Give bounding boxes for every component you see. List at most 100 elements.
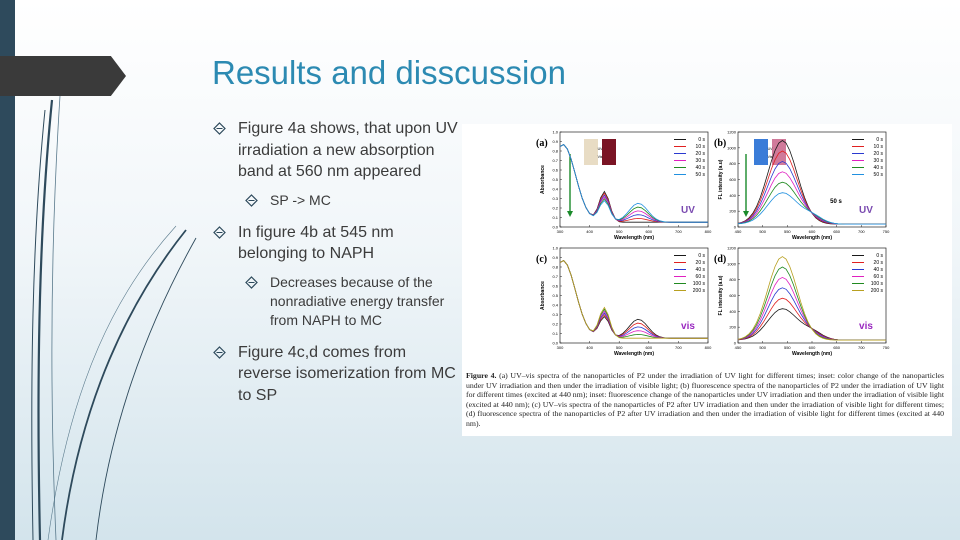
panel-b-y-tick-label: 200 (729, 209, 736, 214)
decorative-lines (31, 95, 197, 540)
panel-c-legend-entry: 100 s (693, 281, 706, 287)
figure-caption: Figure 4. (a) UV–vis spectra of the nano… (466, 371, 944, 428)
caption-label: Figure 4. (466, 371, 497, 380)
panel-c-x-tick-label: 300 (557, 345, 564, 350)
panel-c-legend-entry: 0 s (698, 253, 705, 259)
panel-b-inset-vial-1 (754, 139, 768, 165)
sub-bullet-text: SP -> MC (270, 191, 331, 208)
panel-c-series-line (559, 259, 708, 339)
bullet-1: Figure 4a shows, that upon UV irradiatio… (213, 118, 458, 183)
panel-a-x-tick-label: 600 (645, 229, 652, 234)
panel-d-legend-entry: 40 s (874, 267, 884, 273)
panel-d-y-tick-label: 400 (729, 309, 736, 314)
panel-b-y-axis-label: FL intensity (a.u) (718, 159, 724, 199)
panel-d-y-tick-label: 800 (729, 277, 736, 282)
panel-a-y-tick-label: 0.1 (552, 215, 558, 220)
panel-b-y-tick-label: 0 (734, 225, 737, 230)
diamond-bullet-icon (213, 345, 226, 359)
panel-d-y-tick-label: 600 (729, 293, 736, 298)
diamond-bullet-icon (213, 225, 226, 239)
panel-a-y-tick-label: 0.3 (552, 196, 558, 201)
panel-b-y-tick-label: 400 (729, 193, 736, 198)
panel-a-legend-entry: 20 s (696, 151, 706, 157)
panel-a-y-tick-label: 1.0 (552, 130, 558, 135)
panel-b-legend-entry: 50 s (874, 172, 884, 178)
panel-b-annotation: UV (859, 205, 873, 216)
panel-c-x-axis-label: Wavelength (nm) (614, 351, 654, 357)
panel-c-label: (c) (536, 254, 547, 265)
panel-a-y-tick-label: 0.5 (552, 177, 558, 182)
panel-c-y-tick-label: 0.4 (552, 303, 558, 308)
panel-b-y-tick-label: 800 (729, 161, 736, 166)
panel-c-y-tick-label: 0.7 (552, 274, 558, 279)
panel-c-y-tick-label: 0.2 (552, 322, 558, 327)
panel-a-arrow-head (567, 211, 573, 217)
panel-b-y-tick-label: 600 (729, 177, 736, 182)
panel-c-y-tick-label: 0.5 (552, 293, 558, 298)
panel-c-y-tick-label: 0.6 (552, 284, 558, 289)
panel-d-y-tick-label: 1000 (727, 261, 737, 266)
panel-b-legend-entry: 30 s (874, 158, 884, 164)
panel-c-y-axis-label: Absorbance (540, 281, 546, 310)
title-marker-tab (0, 56, 126, 96)
bullet-text: In figure 4b at 545 nm belonging to NAPH (238, 223, 394, 263)
panel-a-x-tick-label: 800 (705, 229, 712, 234)
panel-d-x-tick-label: 700 (858, 345, 865, 350)
panel-d-x-tick-label: 500 (759, 345, 766, 350)
left-accent-bar (0, 0, 15, 540)
panel-b-x-tick-label: 600 (809, 229, 816, 234)
panel-d-y-tick-label: 0 (734, 341, 737, 346)
panel-b-x-axis-label: Wavelength (nm) (792, 235, 832, 241)
panel-d-legend-entry: 100 s (871, 281, 884, 287)
panel-a-legend-entry: 30 s (696, 158, 706, 164)
panel-c-x-tick-label: 400 (586, 345, 593, 350)
panel-c-x-tick-label: 600 (645, 345, 652, 350)
panel-c-x-tick-label: 800 (705, 345, 712, 350)
panel-b-inset-label-2: Vis (768, 155, 773, 159)
panel-b-x-tick-label: 450 (735, 229, 742, 234)
panel-d-legend-entry: 60 s (874, 274, 884, 280)
figure-panel: (a) 300 400 500 600 700 800 0.0 0.1 0.2 0.3 0.4 0.5 0… (462, 124, 952, 436)
panel-d-legend-entry: 0 s (876, 253, 883, 259)
panel-a-x-tick-label: 500 (616, 229, 623, 234)
panel-d-x-tick-label: 550 (784, 345, 791, 350)
panel-b-y-tick-label: 1200 (727, 130, 737, 135)
panel-d-label: (d) (714, 254, 726, 265)
panel-d-y-tick-label: 1200 (727, 246, 737, 251)
caption-text: (a) UV–vis spectra of the nanoparticles … (466, 371, 944, 428)
bullet-3: Figure 4c,d comes from reverse isomeriza… (213, 342, 458, 407)
panel-a-y-tick-label: 0.7 (552, 158, 558, 163)
panel-c-y-tick-label: 0.0 (552, 341, 558, 346)
panel-d-annotation: vis (859, 321, 873, 332)
panel-a-y-tick-label: 0.4 (552, 187, 558, 192)
panel-c-y-tick-label: 0.9 (552, 255, 558, 260)
panel-b-legend-entry: 40 s (874, 165, 884, 171)
panel-b-y-tick-label: 1000 (727, 145, 737, 150)
panel-a-y-tick-label: 0.0 (552, 225, 558, 230)
panel-a-y-axis-label: Absorbance (540, 165, 546, 194)
figure-charts: (a) 300 400 500 600 700 800 0.0 0.1 0.2 0.3 0.4 0.5 0… (536, 130, 890, 358)
panel-d-x-tick-label: 750 (883, 345, 890, 350)
panel-b-legend-entry: 0 s (876, 137, 883, 143)
panel-a-y-tick-label: 0.8 (552, 149, 558, 154)
panel-c-y-tick-label: 1.0 (552, 246, 558, 251)
diamond-bullet-icon (213, 122, 226, 135)
panel-a-legend-entry: 0 s (698, 137, 705, 143)
panel-b-x-tick-label: 650 (833, 229, 840, 234)
panel-b-x-tick-label: 700 (858, 229, 865, 234)
panel-a-series-line (559, 143, 708, 223)
slide-title: Results and disscussion (212, 54, 567, 91)
panel-d-x-axis-label: Wavelength (nm) (792, 351, 832, 357)
panel-c-x-tick-label: 500 (616, 345, 623, 350)
sub-bullet-text: Decreases because of the nonradiative en… (270, 273, 445, 328)
panel-a-annotation: UV (681, 205, 695, 216)
panel-b-arrow-head (743, 211, 749, 217)
diamond-bullet-icon (245, 275, 258, 289)
panel-d-x-tick-label: 450 (735, 345, 742, 350)
panel-c-y-tick-label: 0.3 (552, 312, 558, 317)
bullet-list: Figure 4a shows, that upon UV irradiatio… (213, 118, 458, 414)
bullet-text: Figure 4c,d comes from reverse isomeriza… (238, 343, 456, 404)
panel-b-series-line (737, 192, 886, 225)
panel-a-inset-label-2: Vis (598, 155, 603, 159)
panel-c-x-tick-label: 700 (675, 345, 682, 350)
